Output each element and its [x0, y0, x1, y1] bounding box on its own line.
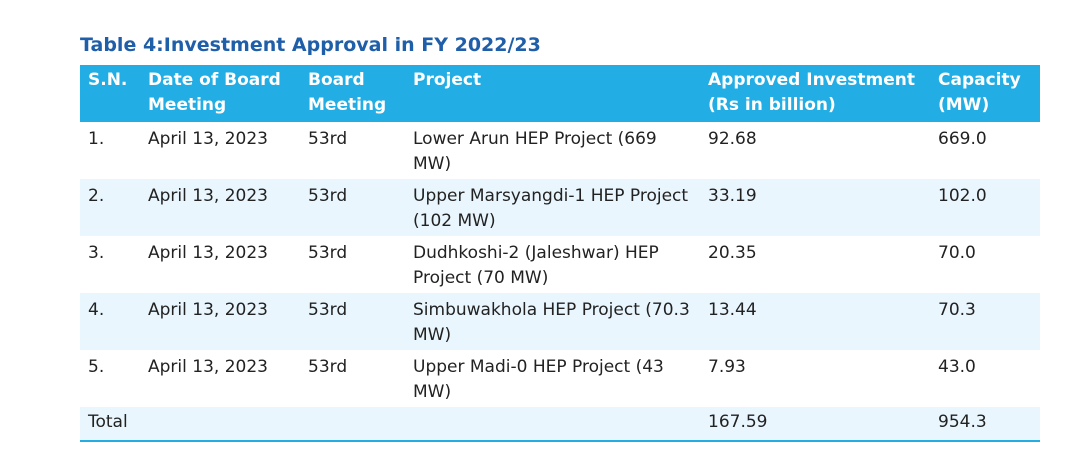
cell-investment: 20.35	[708, 243, 757, 263]
cell-date: April 13, 2023	[148, 129, 268, 149]
cell-capacity: 669.0	[938, 129, 987, 149]
cell-date: April 13, 2023	[148, 357, 268, 377]
header-date: Date of Board Meeting	[140, 65, 300, 122]
table-row: 1. April 13, 2023 53rd Lower Arun HEP Pr…	[80, 122, 1040, 179]
cell-capacity: 70.3	[930, 293, 1040, 350]
cell-board-meeting: 53rd	[308, 243, 348, 263]
cell-capacity: 102.0	[930, 179, 1040, 236]
cell-investment: 13.44	[700, 293, 930, 350]
cell-board-meeting: 53rd	[300, 293, 405, 350]
table-row: 4. April 13, 2023 53rd Simbuwakhola HEP …	[80, 293, 1040, 350]
table-caption: Table 4:Investment Approval in FY 2022/2…	[80, 34, 541, 56]
cell-board-meeting: 53rd	[300, 179, 405, 236]
cell-date: April 13, 2023	[140, 179, 300, 236]
cell-project: Dudhkoshi-2 (Jaleshwar) HEP Project (70 …	[413, 243, 659, 288]
total-investment: 167.59	[700, 407, 930, 442]
cell-sn: 4.	[80, 293, 140, 350]
total-label: Total	[80, 407, 700, 442]
cell-project: Lower Arun HEP Project (669 MW)	[413, 129, 657, 174]
cell-capacity: 70.0	[938, 243, 976, 263]
table-row: 5. April 13, 2023 53rd Upper Madi-0 HEP …	[80, 350, 1040, 407]
total-row: Total 167.59 954.3	[80, 407, 1040, 442]
cell-project: Upper Marsyangdi-1 HEP Project (102 MW)	[405, 179, 700, 236]
cell-sn: 1.	[88, 129, 105, 149]
header-sn: S.N.	[80, 65, 140, 122]
header-project: Project	[405, 65, 700, 122]
table-row: 3. April 13, 2023 53rd Dudhkoshi-2 (Jale…	[80, 236, 1040, 293]
cell-board-meeting: 53rd	[308, 129, 348, 149]
header-row: S.N. Date of Board Meeting Board Meeting…	[80, 65, 1040, 122]
cell-investment: 7.93	[708, 357, 746, 377]
cell-sn: 5.	[88, 357, 105, 377]
cell-sn: 3.	[88, 243, 105, 263]
cell-date: April 13, 2023	[148, 243, 268, 263]
investment-approval-table: S.N. Date of Board Meeting Board Meeting…	[80, 65, 1040, 442]
cell-investment: 92.68	[708, 129, 757, 149]
cell-investment: 33.19	[700, 179, 930, 236]
cell-board-meeting: 53rd	[308, 357, 348, 377]
cell-project: Upper Madi-0 HEP Project (43 MW)	[413, 357, 664, 402]
cell-sn: 2.	[80, 179, 140, 236]
header-capacity: Capacity (MW)	[930, 65, 1040, 122]
cell-date: April 13, 2023	[140, 293, 300, 350]
total-capacity: 954.3	[930, 407, 1040, 442]
table-row: 2. April 13, 2023 53rd Upper Marsyangdi-…	[80, 179, 1040, 236]
header-approved-investment: Approved Investment (Rs in billion)	[700, 65, 930, 122]
header-board-meeting: Board Meeting	[300, 65, 405, 122]
cell-capacity: 43.0	[938, 357, 976, 377]
cell-project: Simbuwakhola HEP Project (70.3 MW)	[405, 293, 700, 350]
